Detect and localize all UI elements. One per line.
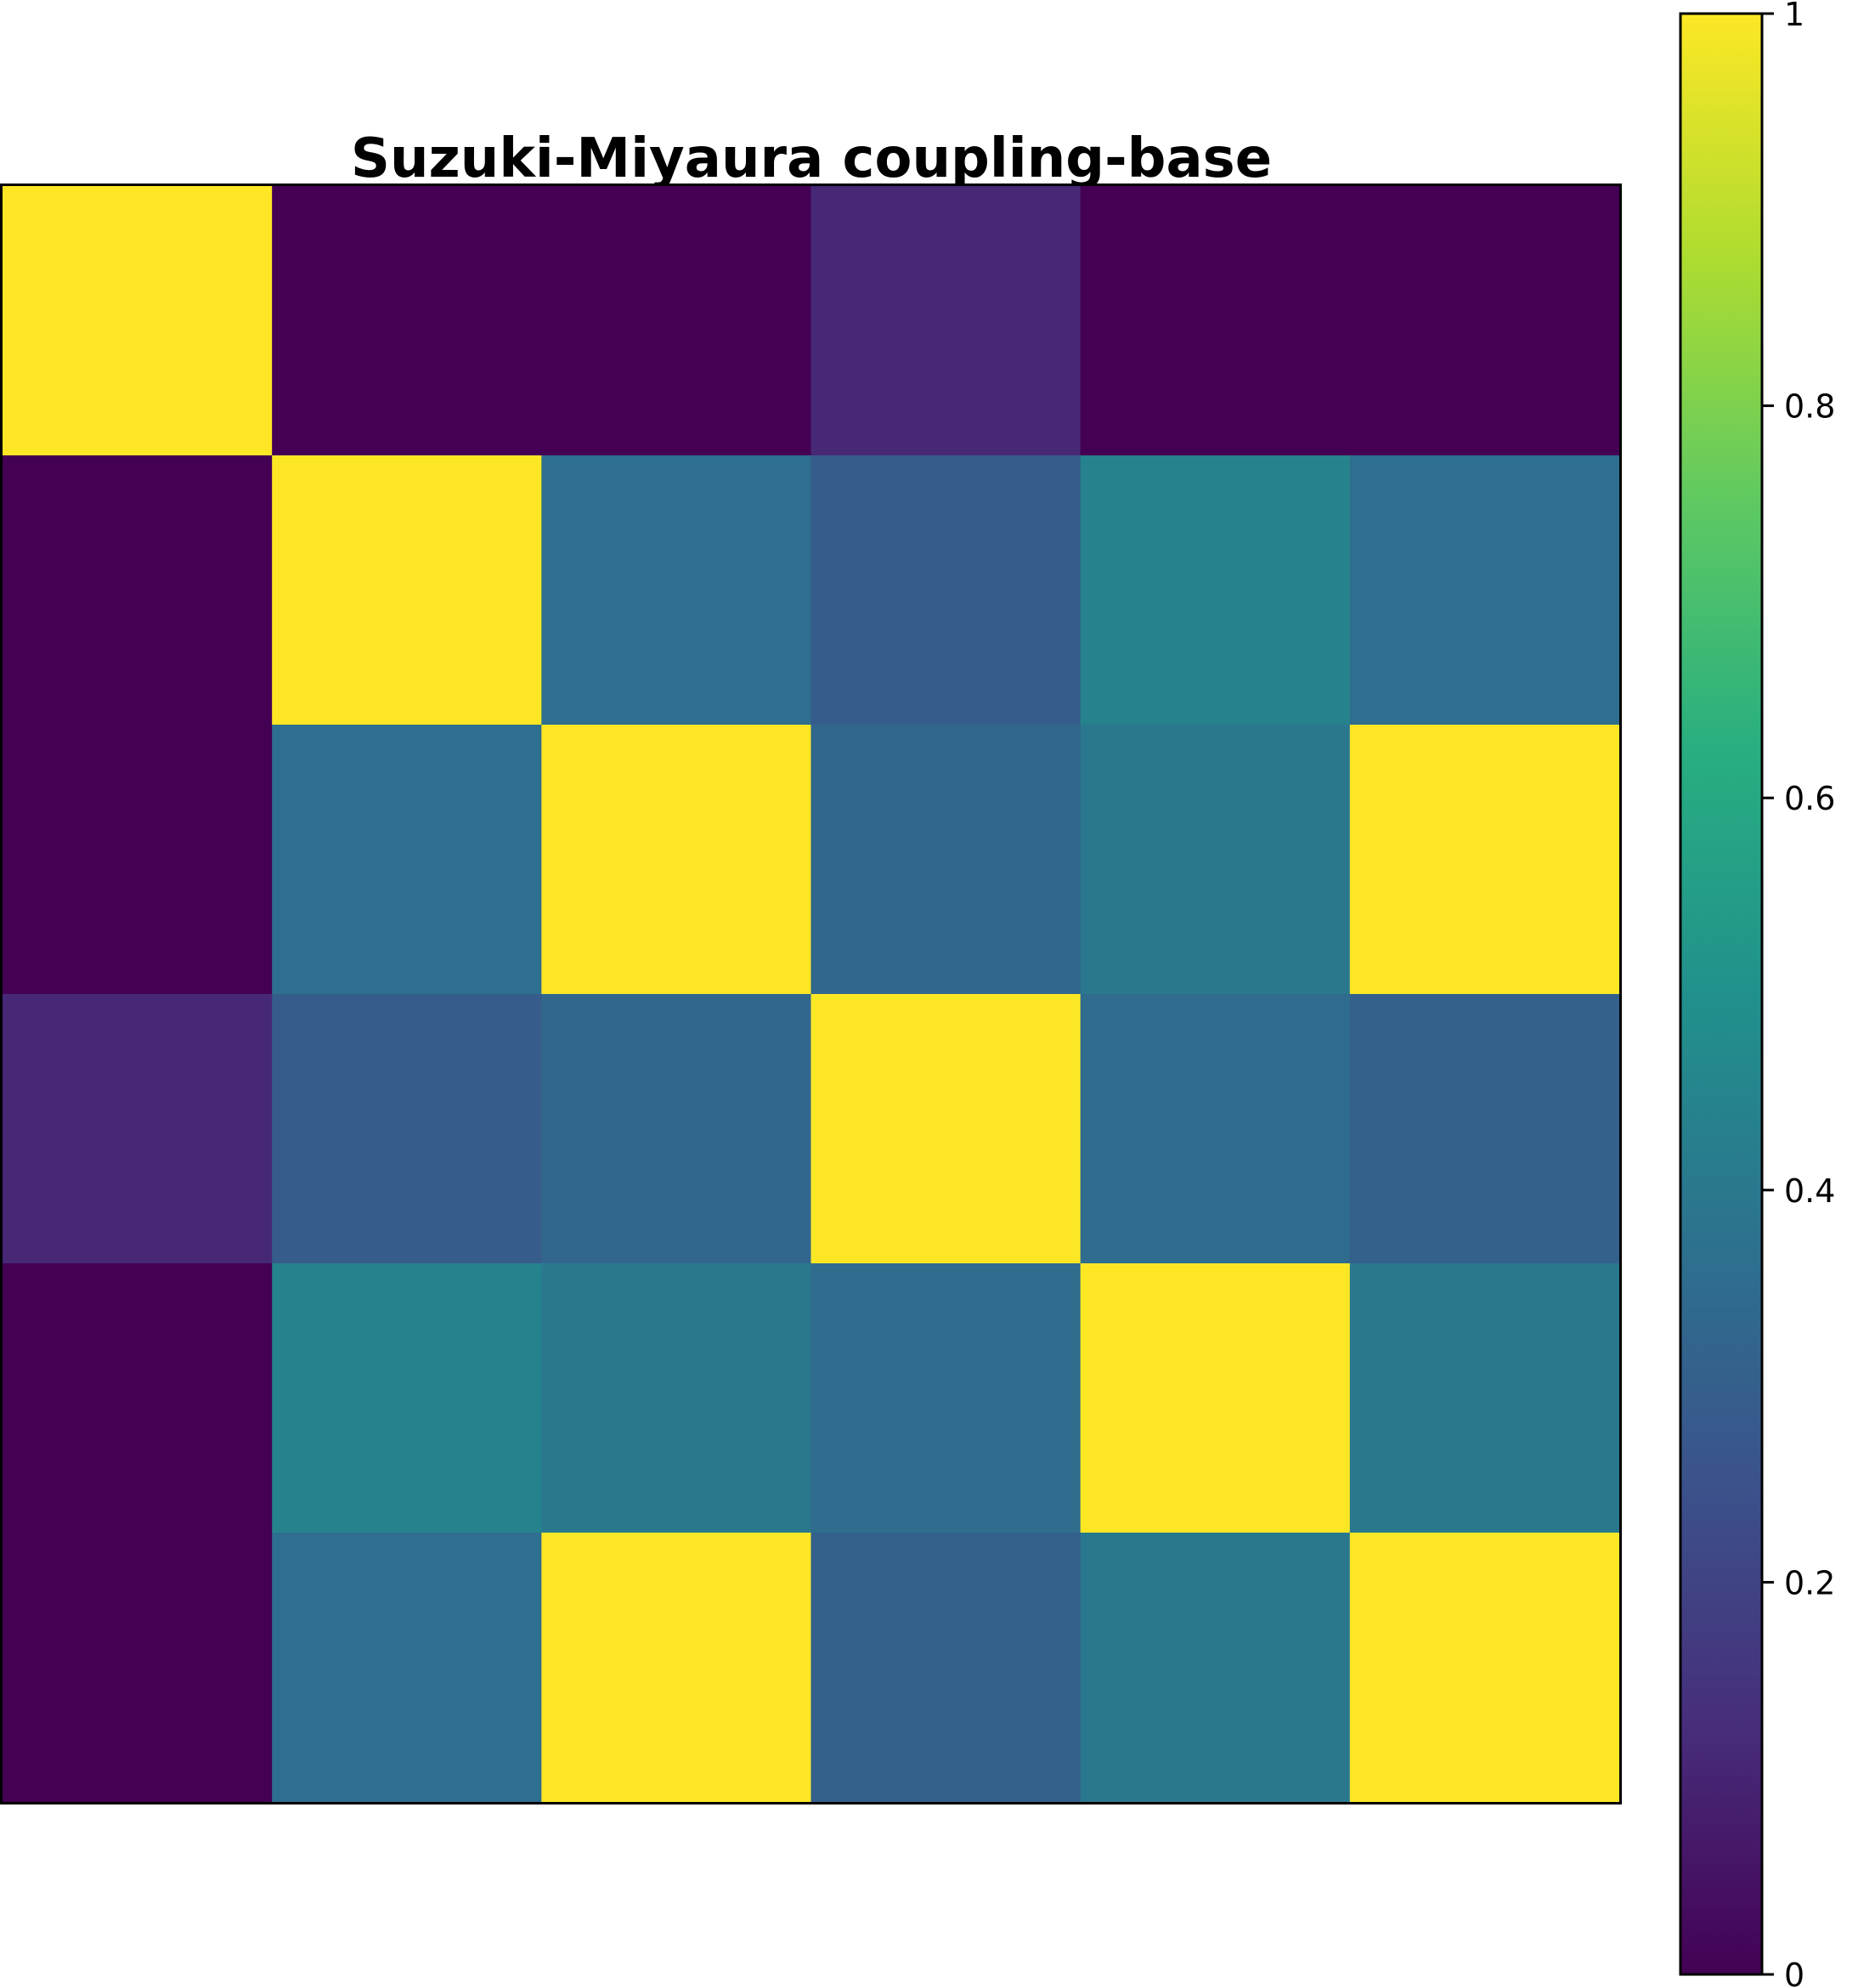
colorbar-tick-label: 0.2	[1784, 1564, 1835, 1601]
heatmap-cell-r2-c1	[272, 725, 542, 995]
heatmap-cell-r4-c1	[272, 1263, 542, 1533]
heatmap-cell-r4-c5	[1349, 1263, 1620, 1533]
heatmap-cell-r4-c4	[1080, 1263, 1351, 1533]
heatmap-cell-r4-c0	[3, 1263, 273, 1533]
heatmap-cell-r5-c1	[272, 1533, 542, 1803]
heatmap-cell-r0-c0	[3, 186, 273, 456]
heatmap-cell-r4-c2	[541, 1263, 812, 1533]
colorbar-frame	[1679, 12, 1764, 1976]
heatmap-cell-r1-c4	[1080, 455, 1351, 726]
heatmap-cell-r0-c3	[810, 186, 1081, 456]
heatmap-cell-r5-c3	[810, 1533, 1081, 1803]
colorbar-tick-label: 0.8	[1784, 388, 1835, 426]
colorbar-ticks: 0 0.2 0.4 0.6 0.8 1	[1762, 0, 1835, 1988]
heatmap-cell-r3-c1	[272, 994, 542, 1264]
heatmap-cell-r2-c4	[1080, 725, 1351, 995]
heatmap-cell-r2-c3	[810, 725, 1081, 995]
heatmap-cell-r1-c3	[810, 455, 1081, 726]
heatmap-cell-r5-c2	[541, 1533, 812, 1803]
heatmap-cell-r1-c0	[3, 455, 273, 726]
heatmap-cell-r2-c5	[1349, 725, 1620, 995]
colorbar-tick-label: 1	[1784, 0, 1804, 33]
heatmap-cell-r0-c1	[272, 186, 542, 456]
heatmap-cell-r0-c4	[1080, 186, 1351, 456]
colorbar-tick-label: 0.6	[1784, 780, 1835, 817]
heatmap-cell-r0-c5	[1349, 186, 1620, 456]
heatmap-cell-r3-c4	[1080, 994, 1351, 1264]
colorbar-gradient	[1680, 14, 1762, 1974]
heatmap-cell-r5-c0	[3, 1533, 273, 1803]
heatmap-cell-r2-c2	[541, 725, 812, 995]
heatmap-frame	[0, 184, 1622, 1804]
chart-title: Suzuki-Miyaura coupling-base	[351, 127, 1272, 190]
heatmap-cell-r1-c2	[541, 455, 812, 726]
heatmap-cell-r3-c3	[810, 994, 1081, 1264]
colorbar-tick-label: 0.4	[1784, 1172, 1835, 1210]
heatmap-cell-r3-c5	[1349, 994, 1620, 1264]
heatmap-cell-r1-c1	[272, 455, 542, 726]
colorbar-tick-label: 0	[1784, 1957, 1804, 1988]
heatmap-cell-r3-c0	[3, 994, 273, 1264]
heatmap-cell-r0-c2	[541, 186, 812, 456]
heatmap-cell-r1-c5	[1349, 455, 1620, 726]
heatmap-cells	[3, 186, 1620, 1803]
heatmap-cell-r5-c4	[1080, 1533, 1351, 1803]
heatmap-cell-r3-c2	[541, 994, 812, 1264]
colorbar: 0 0.2 0.4 0.6 0.8 1	[1679, 0, 1835, 1988]
heatmap-cell-r2-c0	[3, 725, 273, 995]
heatmap-cell-r5-c5	[1349, 1533, 1620, 1803]
heatmap-cell-r4-c3	[810, 1263, 1081, 1533]
